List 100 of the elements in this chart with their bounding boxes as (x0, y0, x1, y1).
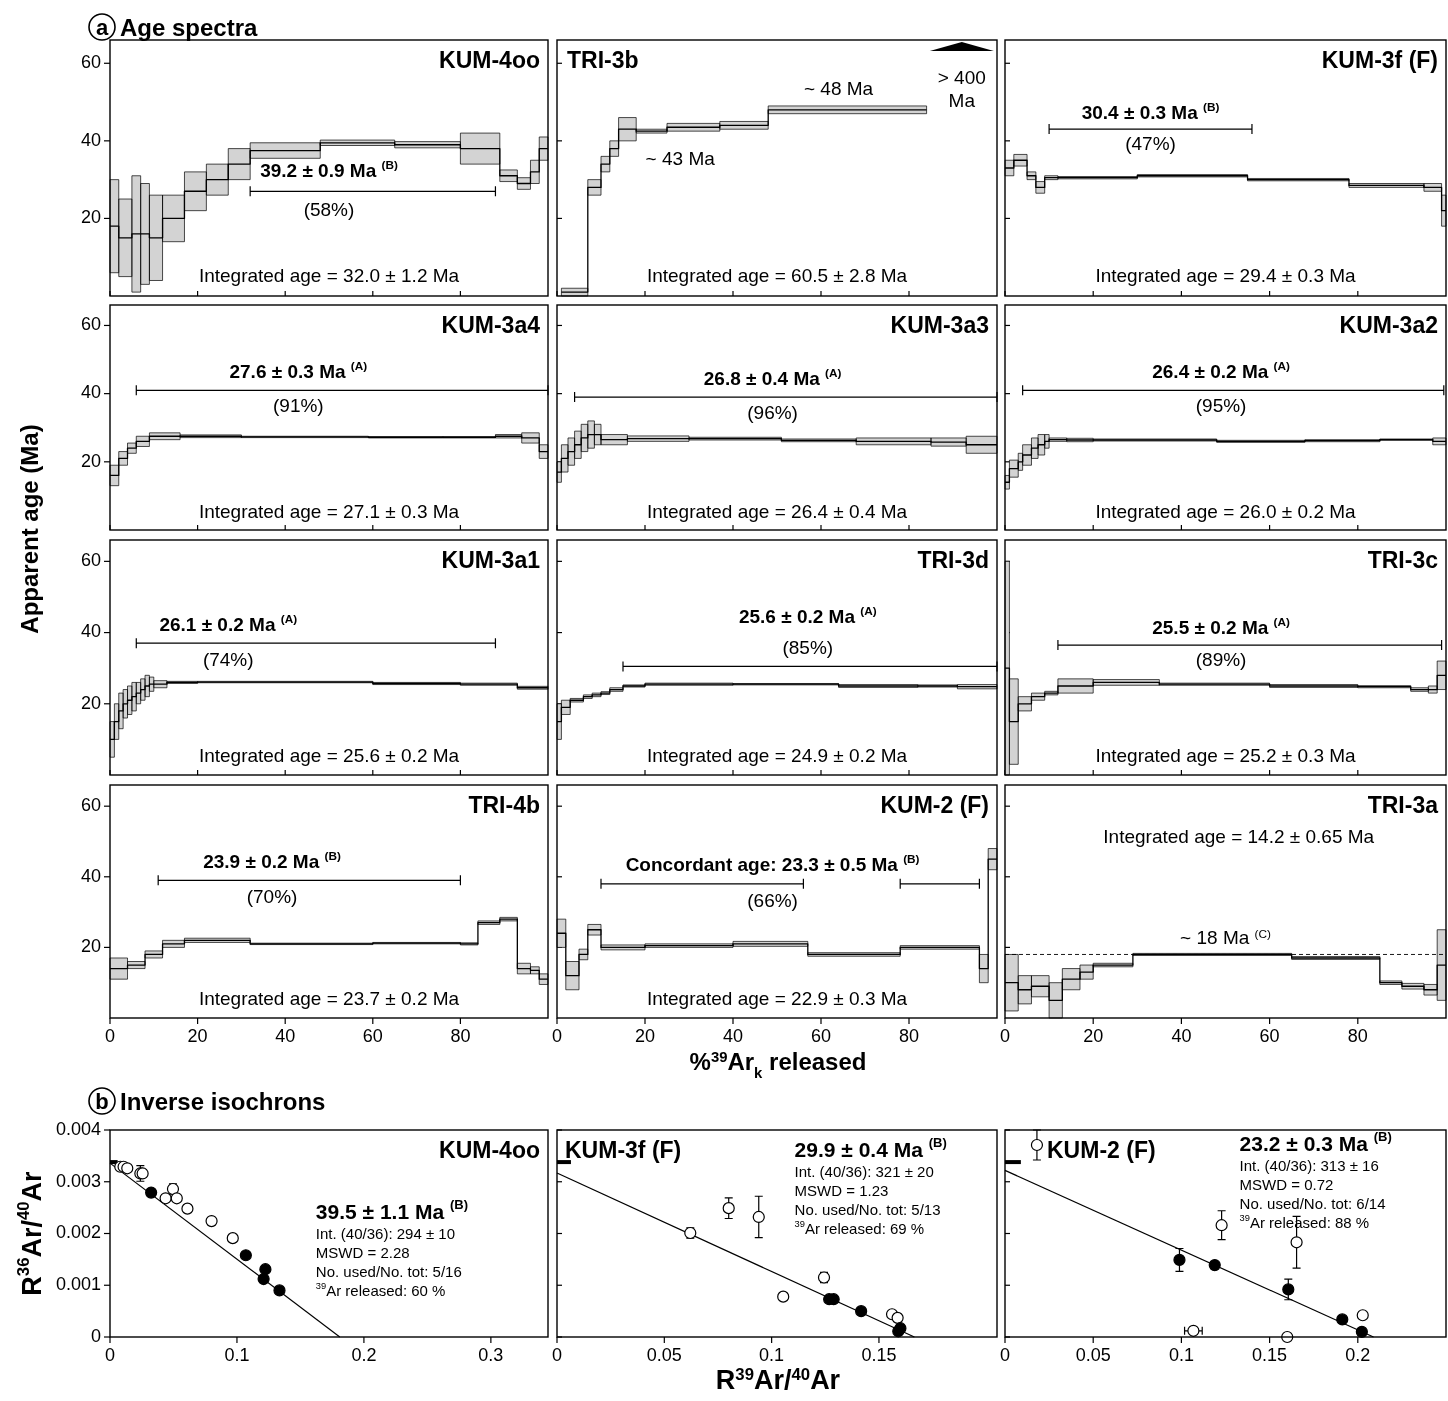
y-tick-label: 40 (80, 621, 101, 642)
annotation: Integrated age = 60.5 ± 2.8 Ma (646, 264, 908, 286)
chart-title: KUM-3a3 (890, 312, 989, 338)
annotation: (47%) (1125, 132, 1176, 154)
annotation: (91%) (273, 395, 324, 417)
y-tick-label: 20 (80, 936, 101, 957)
x-tick-label: 60 (810, 1026, 832, 1046)
y-axis-title: Apparent age (Ma) (16, 424, 44, 634)
annotation: 27.6 ± 0.3 Ma $^{(A)}$ (229, 358, 368, 383)
annotation: Integrated age = 32.0 ± 1.2 Ma (198, 264, 460, 286)
annotation: MSWD = 2.28 (315, 1243, 410, 1261)
chart-title: KUM-3f (F) (1321, 47, 1438, 73)
y-tick-label: 0.001 (55, 1274, 101, 1294)
y-tick-label: 40 (80, 865, 101, 886)
annotation: Integrated age = 22.9 ± 0.3 Ma (646, 988, 908, 1010)
x-tick-label: 0.1 (1168, 1345, 1194, 1365)
annotation: Int. (40/36): 294 ± 10 (315, 1224, 456, 1242)
chart-subtitle: a Age spectra (95, 13, 259, 41)
annotation: 39.2 ± 0.9 Ma $^{(B)}$ (260, 157, 398, 181)
x-tick-label: 0.2 (1345, 1345, 1371, 1365)
annotation: 26.4 ± 0.2 Ma $^{(A)}$ (1152, 358, 1290, 383)
y-tick-label: 20 (80, 207, 101, 228)
x-tick-label: 80 (1347, 1026, 1368, 1046)
annotation: Int. (40/36): 321 ± 20 (794, 1162, 934, 1180)
x-tick-label: 0.3 (478, 1345, 504, 1365)
x-tick-label: 20 (634, 1026, 656, 1046)
annotation: (70%) (246, 886, 298, 908)
x-tick-label: 20 (1083, 1026, 1104, 1046)
annotation: Integrated age = 25.6 ± 0.2 Ma (198, 745, 460, 767)
y-tick-label: 60 (80, 794, 101, 815)
annotation: ~ 48 Ma (804, 78, 874, 100)
annotation: ~ 43 Ma (645, 148, 716, 170)
x-axis-title: R$^{39}$Ar/$^{40}$Ar (715, 1364, 841, 1395)
annotation: 39.5 ± 1.1 Ma $^{(B)}$ (315, 1196, 469, 1223)
x-tick-label: 0.1 (759, 1345, 785, 1365)
y-tick-label: 0 (90, 1325, 101, 1346)
text: No. used/No. tot: 6/14 (1239, 1194, 1386, 1212)
annotation: Integrated age = 27.1 ± 0.3 Ma (198, 500, 460, 522)
text: No. used/No. tot: 5/13 (794, 1200, 941, 1218)
x-tick-label: 0.1 (224, 1345, 250, 1365)
x-tick-label: 0.2 (351, 1345, 377, 1365)
y-tick-label: 40 (80, 382, 101, 403)
annotation: 30.4 ± 0.3 Ma $^{(B)}$ (1081, 99, 1220, 123)
x-tick-label: 0 (104, 1345, 116, 1365)
annotation: (89%) (1195, 649, 1247, 671)
chart-title: TRI-3c (1367, 547, 1439, 573)
annotation: Concordant age: 23.3 ± 0.5 Ma $^{(B)}$ (625, 851, 920, 876)
x-tick-label: 60 (362, 1026, 383, 1046)
chart-title: KUM-3a4 (441, 312, 541, 338)
annotation: Integrated age = 25.2 ± 0.3 Ma (1095, 745, 1357, 767)
chart-title: TRI-4b (468, 792, 540, 818)
chart-title: KUM-2 (F) (880, 792, 989, 818)
annotation: Integrated age = 24.9 ± 0.2 Ma (646, 745, 908, 767)
x-tick-label: 0 (551, 1345, 563, 1365)
annotation: (85%) (782, 636, 834, 658)
x-tick-label: 40 (275, 1026, 296, 1046)
annotation: 29.9 ± 0.4 Ma $^{(B)}$ (794, 1134, 947, 1161)
x-tick-label: 0 (999, 1026, 1011, 1046)
chart-title: TRI-3d (917, 547, 989, 573)
y-tick-label: 0.004 (55, 1118, 101, 1139)
annotation: Integrated age = 23.7 ± 0.2 Ma (198, 988, 460, 1010)
chart-title: KUM-2 (F) (1047, 1137, 1156, 1163)
y-tick-label: 0.003 (55, 1170, 101, 1191)
annotation: MSWD = 0.72 (1239, 1175, 1334, 1193)
x-tick-label: 0 (104, 1026, 116, 1046)
chart-title: TRI-3a (1367, 792, 1439, 818)
annotation: (74%) (202, 649, 254, 671)
y-tick-label: 60 (80, 550, 101, 571)
annotation: 25.5 ± 0.2 Ma $^{(A)}$ (1152, 614, 1290, 639)
annotation: Int. (40/36): 313 ± 16 (1239, 1156, 1379, 1174)
annotation: (66%) (747, 889, 798, 911)
annotation: (96%) (747, 402, 798, 424)
annotation: $^{39}$Ar released: 60 % (315, 1281, 446, 1299)
x-tick-label: 0.15 (1252, 1345, 1288, 1365)
y-tick-label: 20 (80, 450, 101, 471)
chart-subtitle: b Inverse isochrons (95, 1087, 326, 1115)
x-tick-label: 80 (450, 1026, 471, 1046)
annotation: 26.1 ± 0.2 Ma $^{(A)}$ (159, 611, 298, 635)
annotation: Integrated age = 26.0 ± 0.2 Ma (1095, 500, 1357, 522)
y-tick-label: 60 (80, 314, 101, 335)
ref-line-label: ~ 18 Ma $^{(C)}$ (1180, 926, 1271, 949)
annotation: (95%) (1195, 395, 1247, 417)
x-tick-label: 0.05 (1075, 1345, 1111, 1365)
y-tick-label: 40 (80, 129, 101, 150)
annotation: MSWD = 1.23 (794, 1181, 889, 1199)
annotation: 25.6 ± 0.2 Ma $^{(A)}$ (738, 603, 877, 628)
x-tick-label: 20 (187, 1026, 208, 1046)
x-tick-label: 40 (722, 1026, 744, 1046)
x-tick-label: 80 (898, 1026, 920, 1046)
x-tick-label: 0 (999, 1345, 1011, 1365)
x-tick-label: 40 (1171, 1026, 1192, 1046)
x-tick-label: 0.15 (861, 1345, 897, 1365)
y-tick-label: 60 (80, 52, 101, 73)
chart-title: KUM-4oo (439, 47, 540, 73)
annotation: 23.2 ± 0.3 Ma $^{(B)}$ (1239, 1128, 1392, 1155)
chart-title: KUM-3a1 (441, 547, 541, 573)
chart-title: KUM-3a2 (1339, 312, 1438, 338)
x-tick-label: 0.05 (646, 1345, 682, 1365)
annotation: Integrated age = 29.4 ± 0.3 Ma (1095, 264, 1357, 286)
y-tick-label: 0.002 (55, 1222, 101, 1243)
